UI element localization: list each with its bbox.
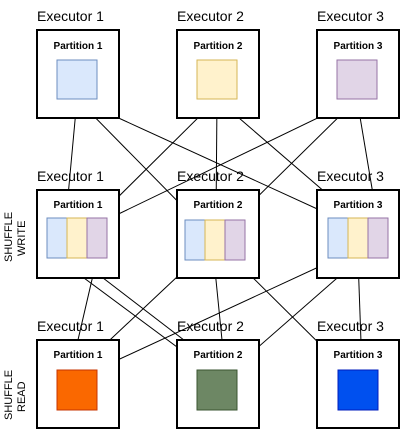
side-label-shuffle: SHUFFLE: [3, 370, 15, 420]
executor-title: Executor 1: [37, 8, 104, 24]
bucket-purple: [368, 218, 388, 258]
partition-title: Partition 3: [334, 41, 383, 52]
bucket-blue: [328, 218, 348, 258]
partition-title: Partition 2: [194, 41, 243, 52]
bucket-blue: [185, 220, 205, 260]
bucket-yellow: [205, 220, 225, 260]
result-block-orange: [57, 370, 97, 410]
partition-block-yellow: [197, 60, 237, 99]
executor-title: Executor 3: [317, 318, 384, 334]
stage-source: Executor 1 Partition 1 Executor 2 Partit…: [37, 8, 399, 118]
executor-title: Executor 3: [317, 168, 384, 184]
executor-title: Executor 3: [317, 8, 384, 24]
partition-title: Partition 1: [54, 350, 103, 361]
stage-shuffle-read: SHUFFLE READ Executor 1 Partition 1 Exec…: [3, 318, 399, 428]
side-label-read: READ: [16, 381, 28, 412]
stage-shuffle-write: SHUFFLE WRITE Executor 1 Partition 1 Exe…: [3, 168, 399, 278]
side-label-shuffle: SHUFFLE: [3, 212, 15, 262]
bucket-blue: [47, 218, 67, 258]
partition-title: Partition 2: [194, 200, 243, 211]
bucket-yellow: [67, 218, 87, 258]
executor-title: Executor 1: [37, 168, 104, 184]
result-block-green: [197, 370, 237, 410]
partition-title: Partition 2: [194, 350, 243, 361]
executor-title: Executor 2: [177, 8, 244, 24]
partition-title: Partition 3: [334, 350, 383, 361]
result-block-blue: [338, 370, 378, 410]
partition-title: Partition 3: [334, 200, 383, 211]
partition-title: Partition 1: [54, 200, 103, 211]
side-label-write: WRITE: [16, 221, 28, 256]
executor-title: Executor 2: [177, 318, 244, 334]
executor-title: Executor 2: [177, 168, 244, 184]
partition-block-purple: [337, 60, 377, 99]
bucket-purple: [87, 218, 107, 258]
bucket-yellow: [348, 218, 368, 258]
executor-title: Executor 1: [37, 318, 104, 334]
bucket-purple: [225, 220, 245, 260]
partition-block-blue: [57, 60, 97, 99]
partition-title: Partition 1: [54, 41, 103, 52]
